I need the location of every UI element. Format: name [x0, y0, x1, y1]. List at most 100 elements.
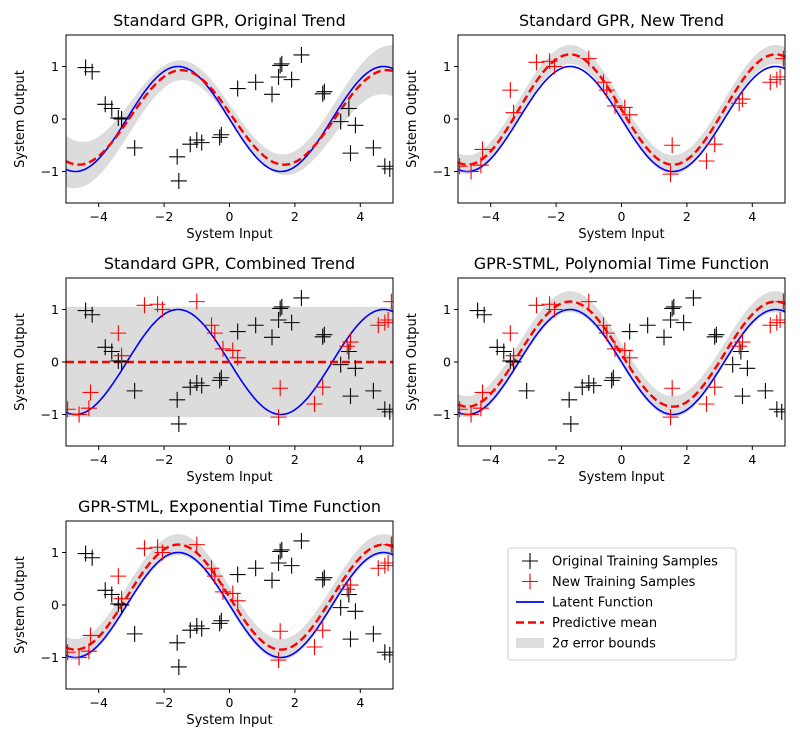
new-sample-point [203, 560, 220, 577]
original-sample-point [103, 343, 120, 360]
legend-band-marker [516, 638, 544, 648]
original-sample-point [316, 326, 333, 343]
original-sample-point [734, 388, 751, 405]
original-sample-point [182, 622, 199, 639]
new-sample-point [314, 622, 331, 639]
original-sample-point [273, 298, 290, 315]
plot-area [66, 289, 393, 432]
original-sample-point [170, 415, 187, 432]
original-sample-point [518, 382, 535, 399]
original-sample-point [126, 382, 143, 399]
original-sample-point [489, 339, 506, 356]
new-sample-point [734, 91, 751, 108]
x-axis-label: System Input [578, 227, 664, 242]
original-sample-point [495, 343, 512, 360]
legend-label: Predictive mean [552, 616, 657, 631]
predictive-mean-line [458, 53, 785, 166]
new-sample-point [505, 347, 522, 364]
original-sample-point [365, 139, 382, 156]
new-sample-point [502, 325, 519, 342]
legend-plus-marker [522, 553, 538, 569]
original-sample-point [562, 415, 579, 432]
legend-entry-latent: Latent Function [516, 596, 653, 611]
original-sample-point [103, 586, 120, 603]
original-sample-point [605, 369, 622, 386]
original-sample-point [169, 391, 186, 408]
new-sample-point [505, 104, 522, 121]
new-sample-point [270, 652, 287, 669]
original-sample-point [211, 372, 228, 389]
new-sample-point [595, 74, 612, 91]
original-sample-point [293, 46, 310, 63]
original-sample-point [182, 136, 199, 153]
new-sample-point [731, 95, 748, 112]
original-sample-point [273, 541, 290, 558]
original-sample-point [264, 86, 281, 103]
original-sample-point [664, 300, 681, 317]
original-sample-point [381, 160, 393, 177]
original-sample-point [213, 369, 230, 386]
original-sample-point [84, 63, 101, 80]
new-sample-point [154, 544, 171, 561]
original-sample-point [314, 85, 331, 102]
original-sample-point [347, 603, 364, 620]
original-sample-point [347, 117, 364, 134]
original-sample-point [103, 100, 120, 117]
x-tick-label: 4 [356, 695, 364, 710]
x-tick-label: 0 [226, 695, 234, 710]
original-sample-point [773, 403, 785, 420]
y-axis-label: System Output [405, 70, 420, 168]
y-tick-label: 0 [51, 112, 59, 127]
original-sample-point [126, 139, 143, 156]
original-sample-point [229, 323, 246, 340]
new-sample-point [229, 592, 246, 609]
subplots: −4 −2 0 2 4 −1 0 1 Standard GPR, Original Trend S… [13, 11, 786, 728]
new-sample-point [80, 643, 97, 660]
new-sample-point [342, 334, 359, 351]
original-sample-point [247, 74, 264, 91]
x-tick-label: −4 [89, 452, 107, 467]
original-sample-point [169, 634, 186, 651]
subplot-title: Standard GPR, New Trend [519, 11, 724, 30]
original-sample-point [264, 329, 281, 346]
new-sample-point [662, 166, 679, 183]
original-sample-point [675, 314, 692, 331]
new-sample-point [380, 555, 393, 571]
legend-plus-marker [522, 573, 538, 590]
new-sample-point [80, 400, 97, 417]
y-tick-label: 1 [443, 59, 451, 74]
original-sample-point [469, 302, 486, 319]
new-sample-point [136, 540, 153, 557]
new-sample-point [383, 536, 393, 553]
new-sample-point [595, 317, 612, 334]
new-sample-point [229, 349, 246, 366]
original-sample-point [84, 306, 101, 323]
original-sample-point [665, 298, 682, 315]
original-sample-point [247, 560, 264, 577]
new-sample-point [606, 340, 623, 357]
original-sample-point [110, 109, 127, 126]
new-sample-point [339, 338, 356, 355]
x-tick-label: 4 [748, 209, 756, 224]
original-sample-point [585, 377, 602, 394]
original-sample-point [170, 658, 187, 675]
original-sample-point [169, 148, 186, 165]
original-sample-point [77, 59, 94, 76]
legend: Original Training Samples New Training Sa… [507, 547, 737, 661]
original-sample-point [97, 339, 114, 356]
original-sample-point [314, 328, 331, 345]
original-sample-point [342, 388, 359, 405]
x-tick-label: −2 [155, 695, 173, 710]
y-tick-label: 0 [51, 598, 59, 613]
new-sample-point [306, 396, 323, 412]
original-sample-point [708, 326, 725, 343]
new-sample-point [546, 58, 563, 75]
new-sample-point [188, 536, 205, 553]
original-sample-point [603, 372, 620, 389]
original-sample-point [77, 302, 94, 319]
original-sample-point [113, 111, 130, 127]
new-sample-point [272, 380, 289, 397]
original-sample-point [247, 317, 264, 334]
original-sample-point [213, 612, 230, 629]
original-sample-point [340, 100, 357, 117]
